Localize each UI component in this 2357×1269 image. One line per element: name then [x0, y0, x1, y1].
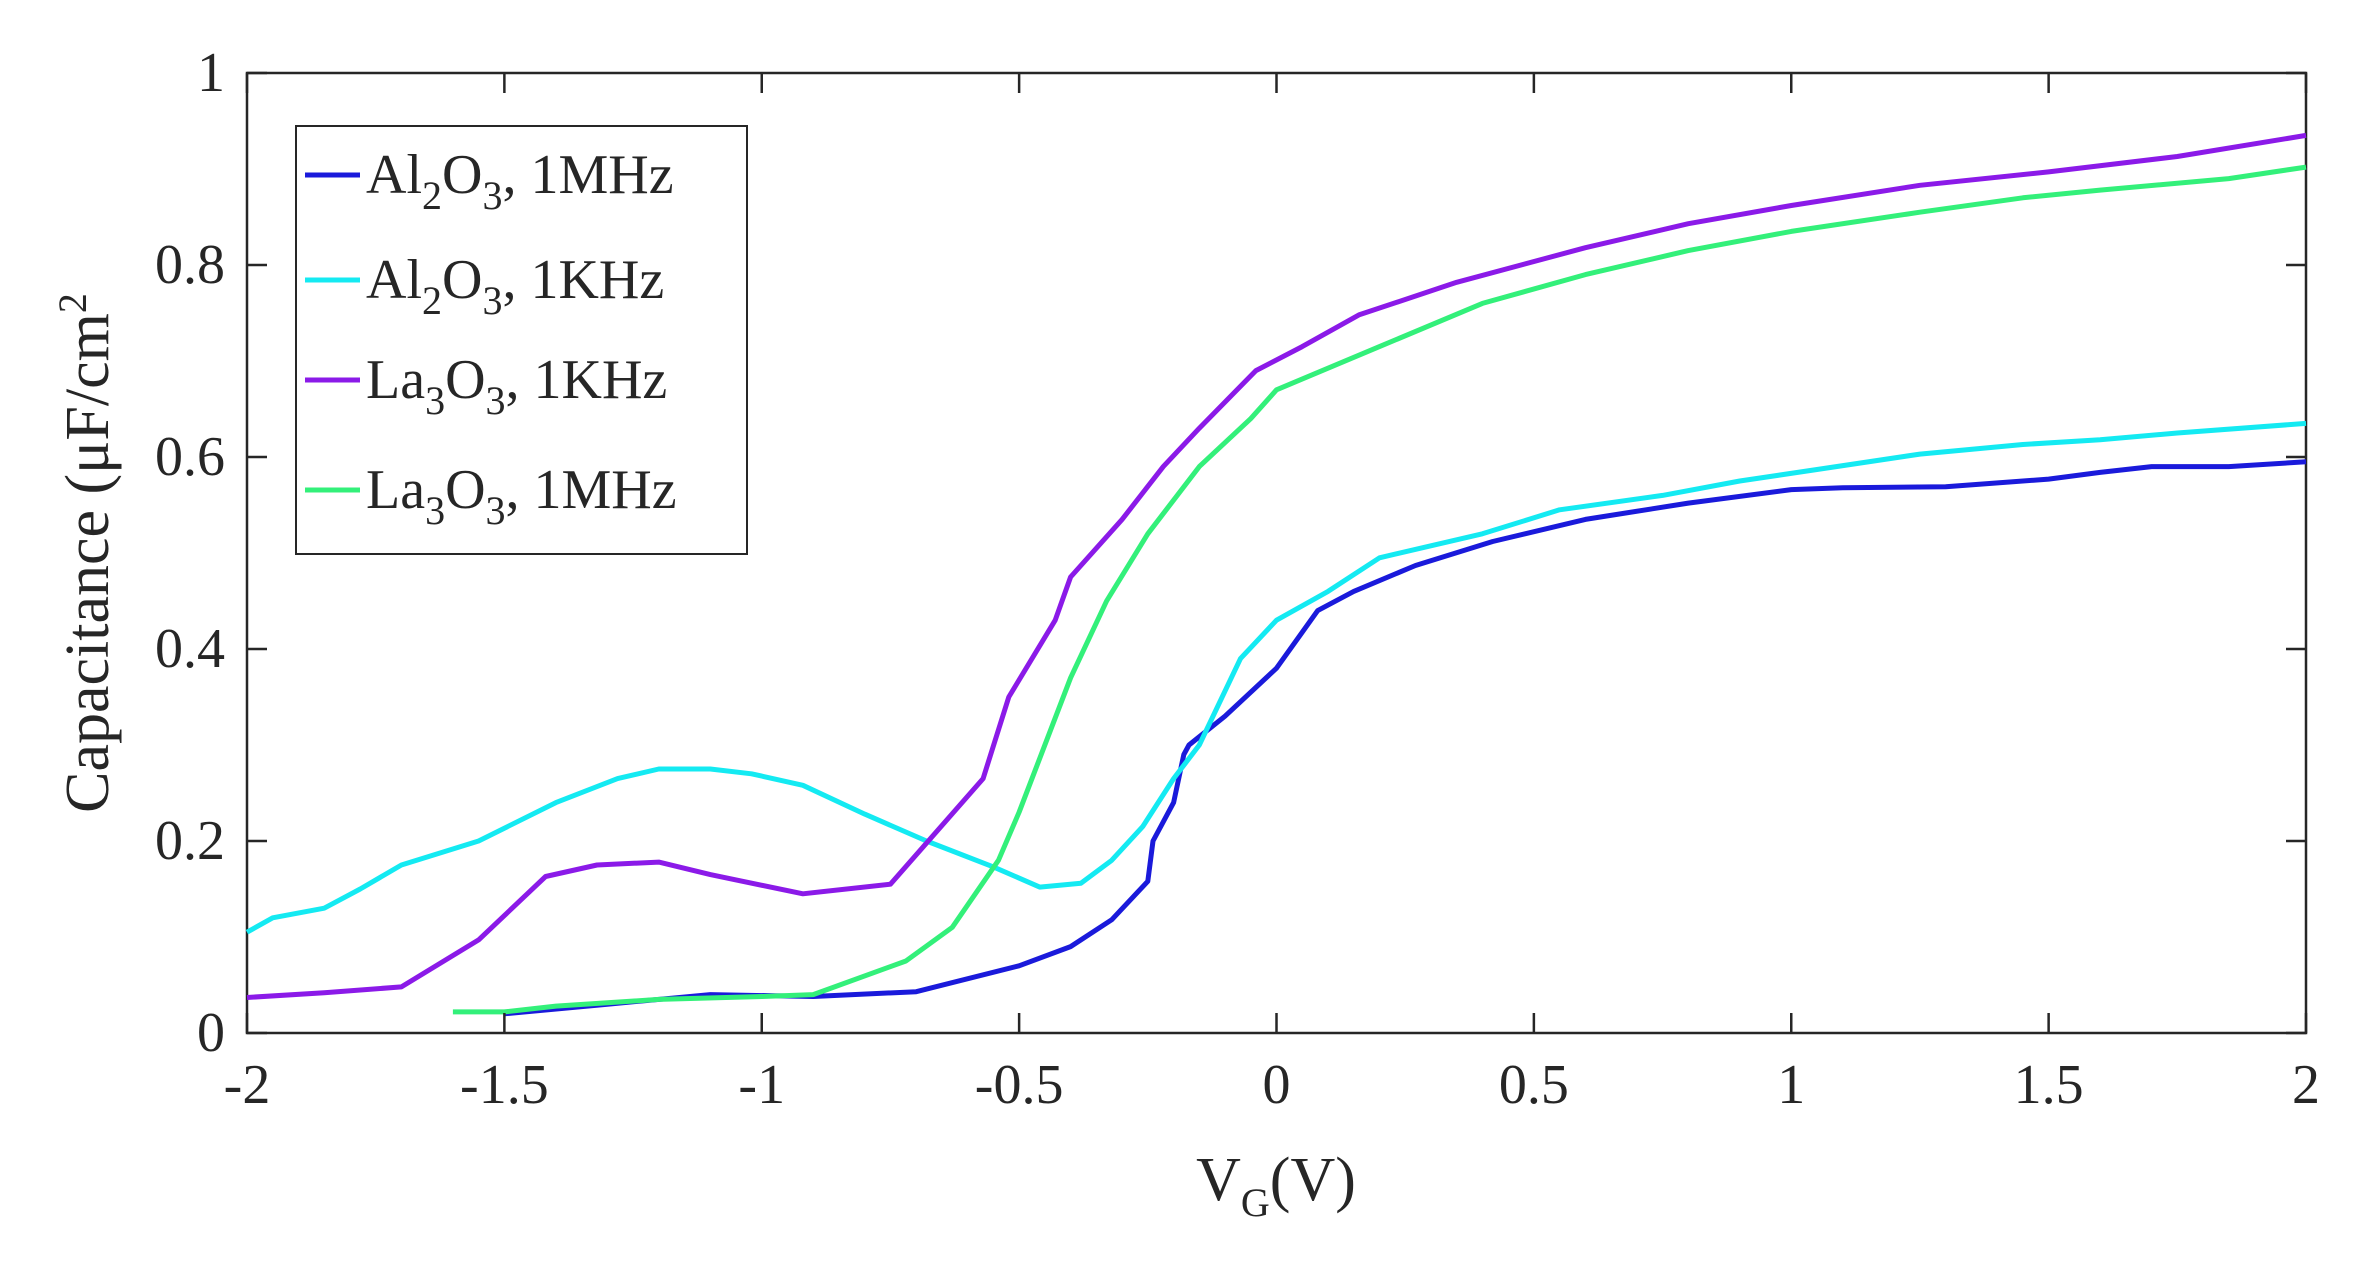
x-tick-label: 2 — [2292, 1054, 2320, 1116]
x-tick-label: 0.5 — [1499, 1054, 1569, 1116]
series-line-2 — [245, 420, 2307, 935]
x-axis-ticks: -2 -1.5 -1 -0.5 0 0.5 1 1.5 2 — [224, 73, 2320, 1116]
y-axis-ticks: 0 0.2 0.4 0.6 0.8 1 — [155, 42, 2306, 1064]
x-tick-label: -2 — [224, 1054, 271, 1116]
x-tick-label: -0.5 — [975, 1054, 1064, 1116]
series-line-3 — [246, 132, 2307, 1000]
legend-box — [295, 125, 748, 555]
y-tick-label: 1 — [197, 42, 225, 104]
x-axis-title: VG(V) — [1196, 1146, 1356, 1225]
y-tick-label: 0 — [197, 1002, 225, 1064]
y-tick-label: 0.6 — [155, 426, 225, 488]
x-tick-label: -1 — [738, 1054, 785, 1116]
legend-label-2: Al2O3, 1KHz — [366, 249, 664, 323]
x-tick-label: 1.5 — [2014, 1054, 2084, 1116]
legend-label-1: Al2O3, 1MHz — [366, 144, 674, 218]
y-tick-label: 0.4 — [155, 618, 225, 680]
legend-label-3: La3O3, 1KHz — [366, 349, 667, 423]
legend: Al2O3, 1MHz Al2O3, 1KHz La3O3, 1KHz La3O3, … — [295, 125, 748, 555]
legend-label-4: La3O3, 1MHz — [366, 459, 677, 533]
series-line-4 — [452, 164, 2307, 1015]
series-line-1 — [504, 459, 2307, 1017]
y-tick-label: 0.2 — [155, 810, 225, 872]
y-axis-title: Capacitance (μF/cm2 — [50, 293, 122, 813]
series-group — [245, 132, 2307, 1017]
y-tick-label: 0.8 — [155, 234, 225, 296]
x-tick-label: 1 — [1777, 1054, 1805, 1116]
x-tick-label: -1.5 — [460, 1054, 549, 1116]
x-tick-label: 0 — [1263, 1054, 1291, 1116]
